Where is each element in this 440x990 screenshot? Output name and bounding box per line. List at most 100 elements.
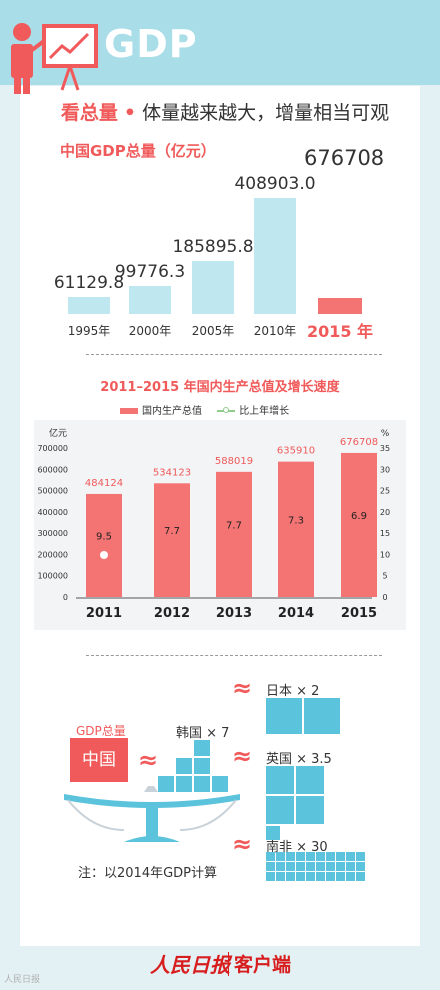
y-axis-tick-label: 100000	[37, 572, 68, 581]
sa-tile	[276, 852, 285, 861]
china-gdp-label: GDP总量	[76, 724, 126, 738]
x-axis-tick-label: 2012	[154, 606, 190, 621]
japan-tile	[266, 698, 302, 734]
gdp-bar	[86, 493, 122, 597]
legend-gdp-swatch	[120, 408, 138, 414]
gdp-total-bar	[254, 198, 296, 314]
sa-tile	[356, 862, 365, 871]
gdp-bar	[341, 452, 377, 597]
uk-tile	[266, 766, 294, 794]
y-axis-tick-label: 400000	[37, 508, 68, 517]
uk-tile	[296, 766, 324, 794]
y2-axis-tick-label: 35	[380, 444, 390, 453]
y-axis-unit-left: 亿元	[49, 427, 67, 439]
headline: 看总量 • 体量越来越大，增量相当可观	[40, 98, 410, 125]
sa-tile	[286, 852, 295, 861]
sa-tile	[346, 852, 355, 861]
sa-tile	[276, 862, 285, 871]
sa-tile	[336, 862, 345, 871]
gdp-growth-title: 2011–2015 年国内生产总值及增长速度	[100, 380, 340, 395]
korea-tile	[158, 776, 174, 792]
headline-text: 体量越来越大，增量相当可观	[142, 102, 390, 124]
legend-growth-label: 比上年增长	[239, 406, 290, 417]
china-block	[70, 738, 128, 782]
growth-value-label: 7.3	[288, 515, 304, 526]
growth-value-label: 7.7	[226, 520, 242, 531]
sa-tile	[306, 852, 315, 861]
china-block-label: 中国	[82, 750, 116, 770]
y-axis-unit-right: %	[381, 429, 390, 439]
sa-tile	[346, 872, 355, 881]
footnote: 注：以2014年GDP计算	[78, 866, 218, 881]
sa-tile	[306, 872, 315, 881]
korea-tile	[194, 758, 210, 774]
gdp-total-value-label: 99776.3	[114, 262, 186, 282]
gdp-bar	[154, 483, 190, 597]
korea-tile	[194, 740, 210, 756]
y-axis-tick-label: 500000	[37, 487, 68, 496]
korea-tile	[176, 758, 192, 774]
y2-axis-tick-label: 30	[380, 465, 390, 474]
watermark: 人民日报	[4, 975, 41, 985]
gdp-total-bar	[68, 297, 110, 314]
page-title: GDP	[104, 22, 198, 66]
gdp-bar	[278, 461, 314, 597]
y-axis-tick-label: 200000	[37, 550, 68, 559]
gdp-bar	[216, 471, 252, 597]
x-axis-tick-label: 2015	[341, 606, 377, 621]
sa-tile	[296, 872, 305, 881]
uk-tile	[266, 796, 294, 824]
legend-growth-swatch	[217, 407, 236, 413]
y-axis-tick-label: 700000	[37, 444, 68, 453]
y2-axis-tick-label: 5	[382, 572, 387, 581]
legend-gdp-label: 国内生产总值	[142, 406, 202, 417]
gdp-value-label: 676708	[340, 437, 378, 448]
sa-tile	[296, 852, 305, 861]
gdp-total-bar	[129, 286, 171, 314]
gdp-value-label: 534123	[153, 467, 191, 478]
y2-axis-tick-label: 0	[382, 593, 387, 602]
gdp-value-label: 484124	[85, 478, 123, 489]
sa-tile	[336, 872, 345, 881]
approx-sign-main: ≈	[138, 746, 159, 774]
uk-label: 英国 × 3.5	[266, 752, 332, 767]
gdp-total-bar	[318, 298, 362, 314]
gdp-total-value-label: 408903.0	[234, 174, 316, 194]
sa-label: 南非 × 30	[266, 840, 328, 855]
uk-tile	[266, 826, 280, 840]
people-daily-logo: 人民日报	[150, 953, 230, 977]
sa-tile	[266, 872, 275, 881]
y-axis-tick-label: 0	[63, 593, 68, 602]
gdp-total-bar	[192, 261, 234, 314]
sa-tile	[346, 862, 355, 871]
gdp-growth-chart: 亿元 % 0 100000 200000 300000 400000 500000 600000…	[37, 427, 390, 621]
growth-value-label: 9.5	[96, 531, 112, 542]
japan-tile	[304, 698, 340, 734]
sa-tile	[316, 862, 325, 871]
sa-tile	[276, 872, 285, 881]
approx-sign-japan: ≈	[232, 674, 253, 702]
approx-sign-uk: ≈	[232, 742, 253, 770]
divider-1	[86, 354, 382, 355]
growth-value-label: 6.9	[351, 511, 367, 522]
korea-tile	[212, 776, 228, 792]
presenter-icon	[11, 23, 98, 94]
sa-tile	[326, 872, 335, 881]
y2-axis-tick-label: 25	[380, 487, 390, 496]
sa-tile	[326, 862, 335, 871]
sa-tile	[316, 852, 325, 861]
growth-point	[100, 551, 108, 559]
gdp-total-category-label: 1995年	[67, 324, 111, 338]
sa-tile	[326, 852, 335, 861]
gdp-2015-value: 676708	[304, 146, 385, 170]
korea-label: 韩国 × 7	[176, 726, 230, 741]
x-axis-tick-label: 2013	[216, 606, 252, 621]
growth-value-label: 7.7	[164, 526, 180, 537]
sa-tile	[336, 852, 345, 861]
y-axis-tick-label: 600000	[37, 465, 68, 474]
approx-sign-sa: ≈	[232, 830, 253, 858]
gdp-total-category-label: 2005年	[191, 324, 235, 338]
gdp-total-category-label: 2010年	[253, 324, 297, 338]
sa-tile	[286, 872, 295, 881]
korea-tile	[194, 776, 210, 792]
